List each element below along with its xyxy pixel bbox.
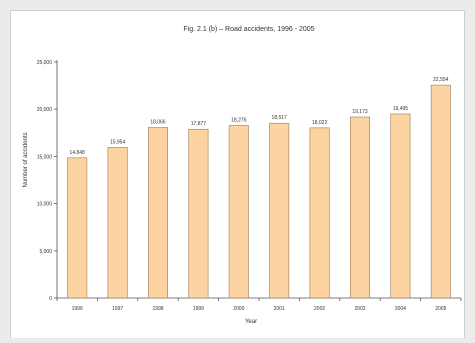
x-tick-label: 2005 bbox=[435, 306, 446, 312]
bar-chart: Fig. 2.1 (b) – Road accidents, 1996 - 20… bbox=[23, 26, 462, 325]
y-axis: 0 5,000 10,000 15,000 20,000 25,000 bbox=[37, 60, 58, 302]
bar bbox=[228, 125, 249, 299]
x-tick-label: 2003 bbox=[354, 306, 365, 312]
x-tick-label: 2002 bbox=[314, 306, 325, 312]
chart-panel: Fig. 2.1 (b) – Road accidents, 1996 - 20… bbox=[10, 10, 465, 338]
data-labels: 14,848 15,954 18,066 17,877 18,276 18,517 18,0… bbox=[70, 77, 449, 156]
data-label: 19,495 bbox=[393, 106, 409, 112]
data-label: 17,877 bbox=[191, 121, 207, 127]
bar bbox=[430, 84, 451, 299]
bar bbox=[107, 147, 128, 299]
bar bbox=[148, 127, 168, 299]
y-tick-label: 25,000 bbox=[37, 60, 53, 66]
y-tick-label: 5,000 bbox=[39, 249, 52, 255]
y-axis-title: Number of accidents bbox=[23, 132, 29, 187]
data-label: 15,954 bbox=[110, 139, 126, 145]
y-tick-label: 10,000 bbox=[37, 202, 53, 208]
x-tick-label: 1998 bbox=[152, 306, 163, 312]
x-tick-label: 2004 bbox=[395, 306, 406, 312]
data-label: 18,276 bbox=[231, 117, 247, 123]
x-tick-label: 1999 bbox=[193, 306, 204, 312]
bar bbox=[390, 113, 411, 299]
x-tick-label: 2000 bbox=[233, 306, 244, 312]
bar bbox=[67, 157, 88, 299]
data-label: 19,173 bbox=[352, 109, 368, 115]
y-tick-label: 20,000 bbox=[37, 107, 53, 113]
y-tick-label: 15,000 bbox=[37, 154, 53, 160]
data-label: 22,554 bbox=[433, 77, 449, 83]
x-tick-label: 2001 bbox=[274, 306, 285, 312]
data-label: 18,517 bbox=[272, 115, 288, 121]
y-tick-label: 0 bbox=[49, 296, 52, 302]
data-label: 18,022 bbox=[312, 120, 328, 126]
bar bbox=[309, 127, 330, 299]
chart-title: Fig. 2.1 (b) – Road accidents, 1996 - 20… bbox=[183, 26, 314, 33]
x-axis: 1996 1997 1998 1999 2000 2001 2002 2003 2004 2005 bbox=[56, 297, 462, 312]
x-axis-title: Year bbox=[245, 319, 257, 325]
x-tick-label: 1997 bbox=[112, 306, 123, 312]
bar bbox=[269, 122, 290, 299]
data-label: 14,848 bbox=[70, 150, 86, 156]
data-label: 18,066 bbox=[150, 119, 166, 125]
bar bbox=[188, 128, 209, 299]
bar bbox=[350, 116, 370, 299]
bars bbox=[67, 84, 451, 299]
x-tick-label: 1996 bbox=[72, 306, 83, 312]
